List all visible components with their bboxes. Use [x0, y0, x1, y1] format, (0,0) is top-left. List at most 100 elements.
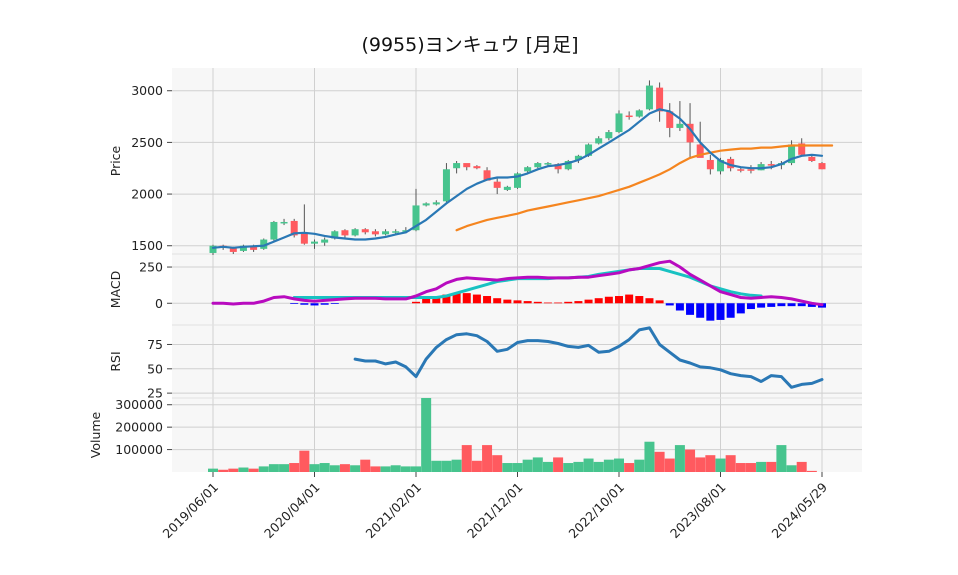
volume-bar [593, 461, 604, 472]
candle-body [737, 169, 745, 171]
macd-y-tick-label: 250 [139, 260, 163, 275]
candle-body [615, 113, 623, 133]
volume-bar [350, 465, 361, 472]
candle-body [300, 233, 308, 244]
price-y-tick-label: 2500 [131, 135, 163, 150]
volume-bar [745, 463, 756, 472]
x-tick-label: 2024/05/29 [769, 479, 831, 541]
volume-bar [573, 461, 584, 472]
volume-bar [766, 461, 777, 472]
volume-bar [339, 464, 350, 472]
macd-histogram-bar [412, 301, 420, 304]
volume-bar [461, 445, 472, 472]
candle-body [574, 155, 582, 160]
macd-histogram-bar [432, 296, 441, 304]
x-tick-label: 2023/08/01 [667, 480, 729, 542]
candle-body [595, 138, 603, 144]
candle-body [514, 173, 521, 188]
volume-bar [685, 449, 696, 472]
candle-body [260, 239, 268, 249]
volume-bar [522, 459, 533, 472]
macd-histogram-bar [543, 302, 552, 304]
macd-histogram-bar [442, 294, 451, 304]
macd-histogram-bar [696, 303, 705, 318]
macd-histogram-bar [787, 303, 796, 307]
macd-histogram-bar [625, 294, 634, 304]
macd-histogram-bar [777, 303, 786, 307]
sma-long-line [455, 144, 834, 232]
candle-body [432, 202, 440, 205]
macd-histogram-bar [290, 303, 299, 304]
volume-bar [664, 458, 675, 472]
candle-body [442, 169, 450, 202]
candle-body [351, 229, 359, 236]
macd-histogram-bar [604, 296, 613, 304]
volume-bar [624, 463, 635, 472]
volume-bar [482, 445, 493, 472]
volume-bar [715, 458, 726, 472]
macd-histogram-bar [320, 303, 329, 305]
volume-bar [400, 466, 411, 472]
volume-bar [228, 468, 239, 472]
candle-body [239, 245, 247, 251]
volume-bar [674, 445, 685, 472]
chart-panels: 1500 2000 2500 3000 Price 0 250 MACD 25 50 75 RSI 10… [88, 68, 862, 541]
candle-body [371, 231, 379, 235]
volume-bar [532, 457, 543, 472]
rsi-y-tick-label: 75 [147, 337, 163, 352]
macd-line [211, 259, 824, 307]
macd-histogram-bar [584, 299, 593, 304]
candle-body [341, 230, 349, 236]
candle-body [402, 230, 410, 232]
macd-histogram-bar [645, 298, 654, 304]
chart-title: (9955)ヨンキュウ [月足] [361, 34, 578, 56]
candle-body [280, 221, 288, 224]
candle-body [229, 247, 237, 252]
volume-bar [258, 466, 269, 472]
price-y-tick-label: 1500 [131, 238, 163, 253]
volume-bar [553, 457, 564, 472]
candle-body [473, 166, 481, 169]
macd-histogram-bar [736, 303, 745, 314]
macd-histogram-bar [462, 293, 471, 304]
volume-bar [695, 457, 706, 472]
volume-bar [563, 463, 574, 472]
macd-histogram-bar [594, 298, 603, 304]
volume-y-tick-label: 300000 [115, 397, 163, 412]
price-y-tick-label: 3000 [131, 83, 163, 98]
volume-bar [411, 466, 421, 472]
candle-body [361, 229, 369, 233]
macd-histogram-bar [513, 300, 522, 304]
macd-histogram-bar [746, 303, 755, 310]
volume-bar [796, 461, 807, 472]
volume-bar [208, 468, 218, 472]
macd-axis-label: MACD [108, 271, 123, 308]
macd-histogram-bar [615, 296, 623, 304]
candle-body [544, 163, 552, 165]
macd-y-tick-label: 0 [155, 296, 163, 311]
x-tick-label: 2019/06/01 [160, 480, 222, 542]
candle-body [788, 144, 796, 164]
candle-body [453, 163, 461, 169]
candle-body [767, 164, 775, 166]
macd-histogram-bar [472, 294, 481, 304]
x-tick-label: 2021/12/01 [464, 480, 526, 542]
volume-bar [441, 460, 452, 472]
candle-body [534, 163, 542, 168]
volume-bar [735, 463, 746, 472]
macd-histogram-bar [716, 303, 725, 320]
volume-bar [502, 463, 513, 472]
x-tick-label: 2020/04/01 [261, 480, 323, 542]
price-y-tick-label: 2000 [131, 187, 163, 202]
macd-histogram-bar [422, 298, 431, 304]
macd-histogram-bar [767, 303, 776, 307]
macd-histogram-bar [655, 300, 664, 304]
candle-body [808, 156, 816, 161]
candle-body [696, 144, 704, 158]
candle-body [798, 143, 806, 155]
candle-body [605, 132, 613, 139]
sma-short-line [211, 108, 824, 249]
volume-bar [431, 460, 442, 472]
macd-histogram-bar [797, 303, 806, 307]
volume-bar [512, 463, 523, 472]
